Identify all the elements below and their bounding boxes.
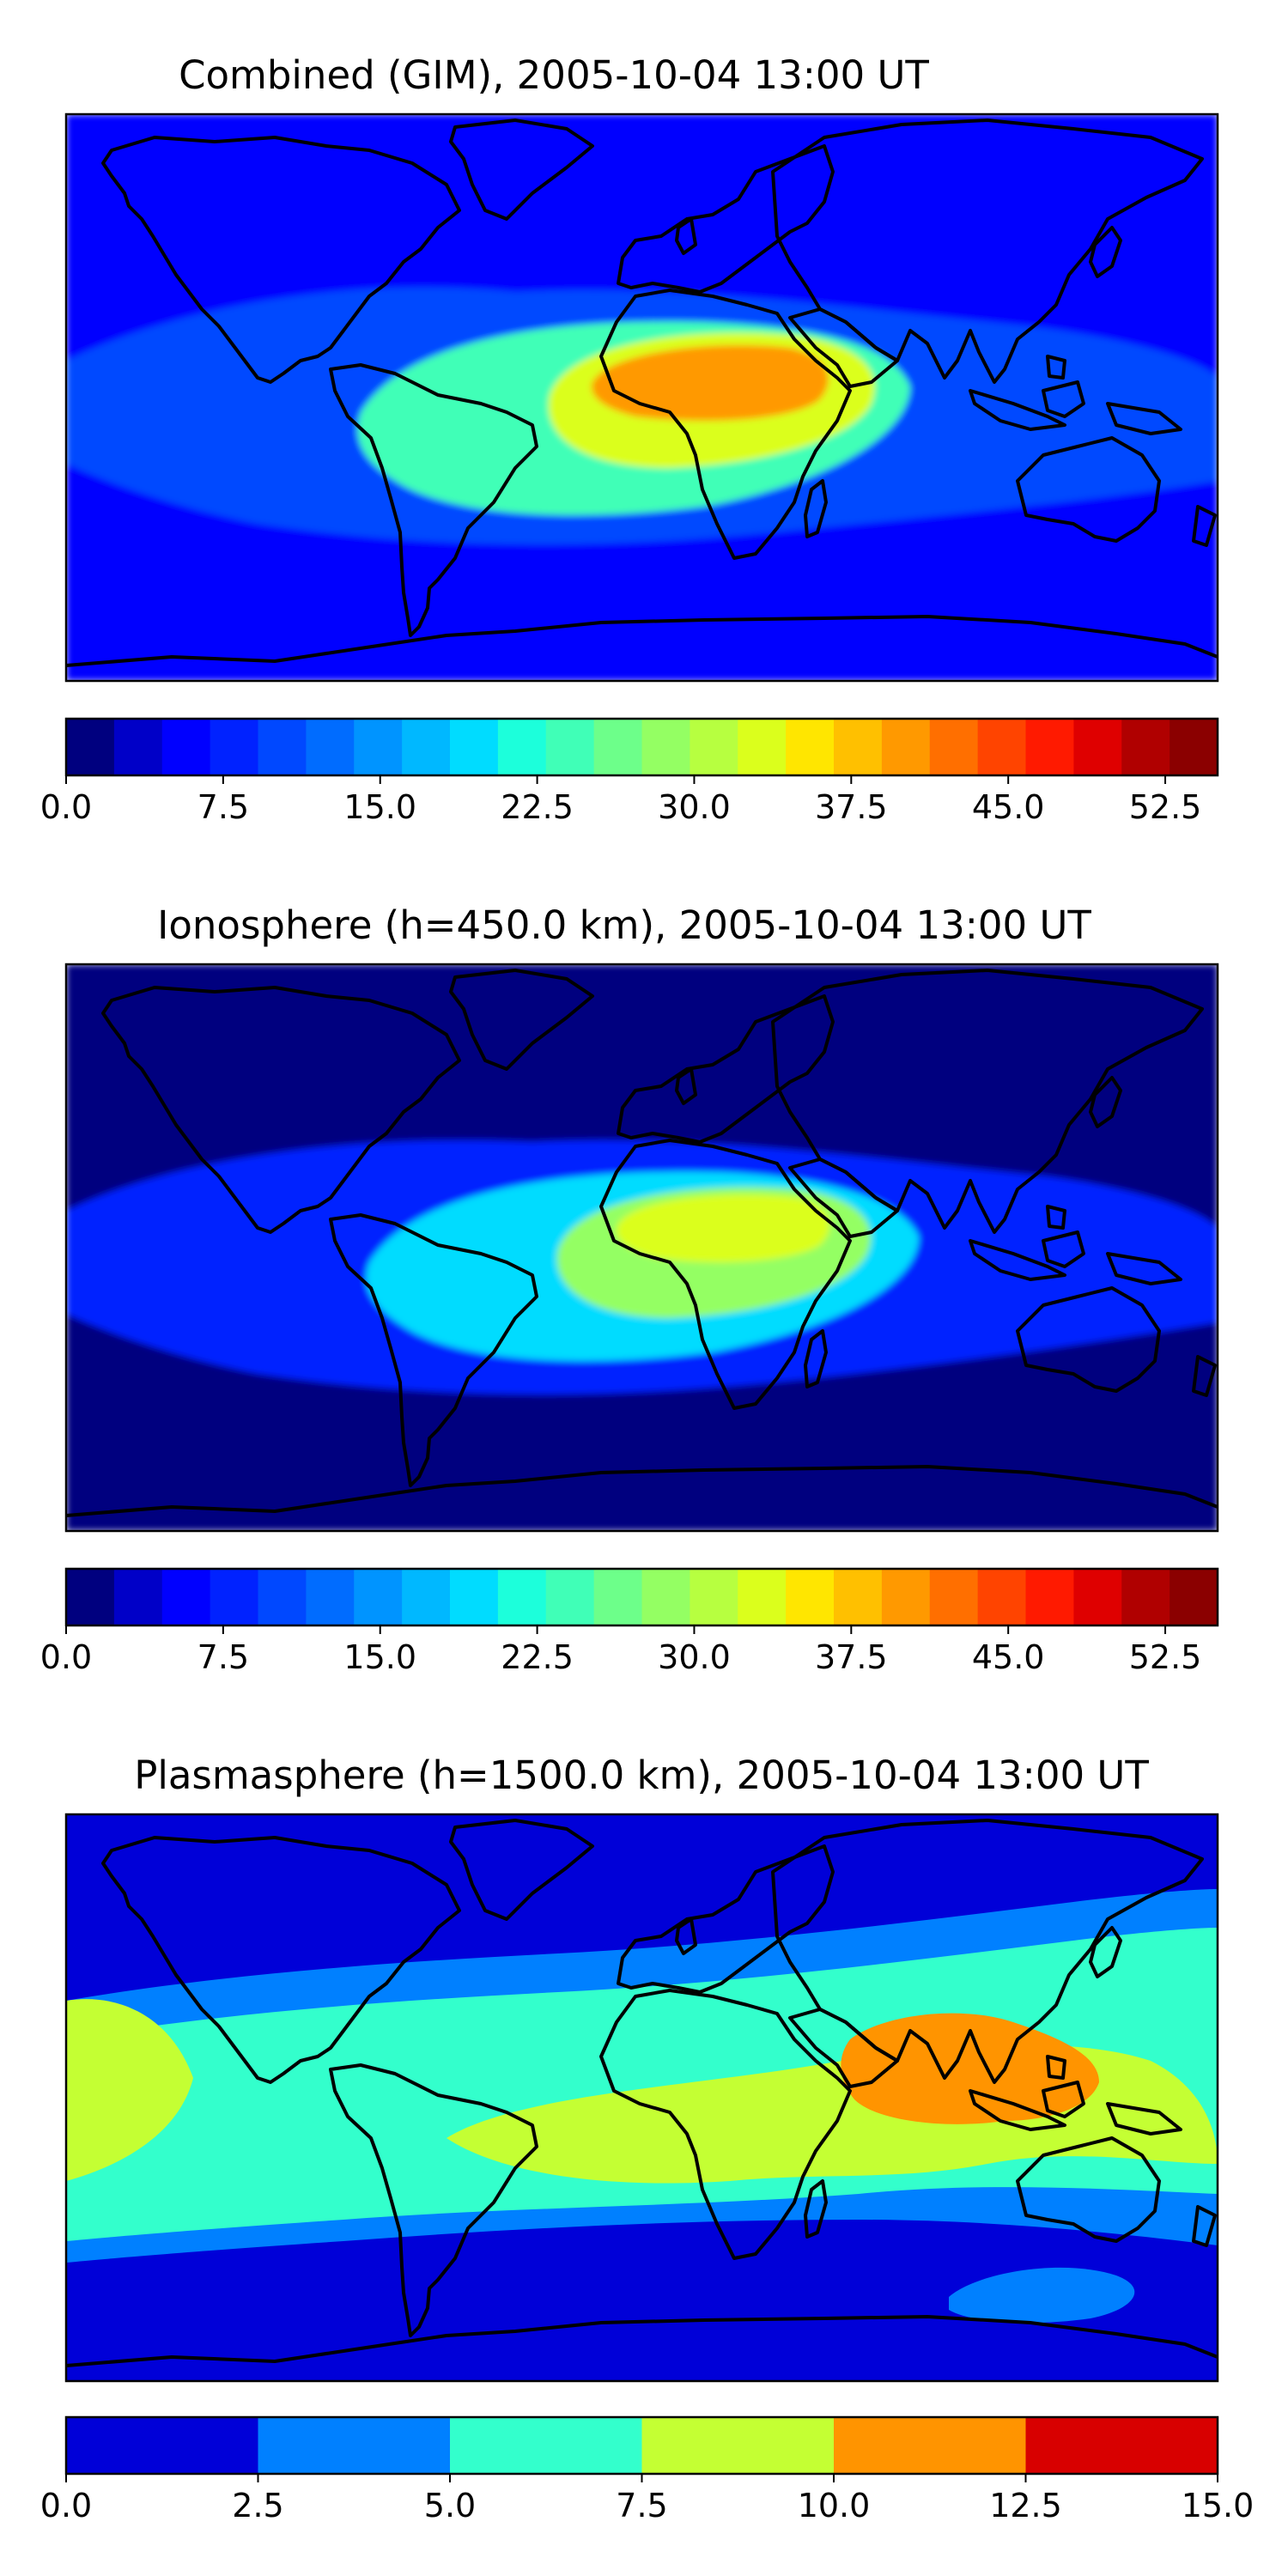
colorbar-segment [593,719,643,775]
colorbar-segment [738,719,787,775]
colorbar-segment [641,2417,835,2474]
colorbar-segment [66,1569,115,1625]
colorbar-segment [402,719,451,775]
colorbar-segment [690,1569,738,1625]
colorbar-segment [641,1569,690,1625]
chart-title-ionosphere: Ionosphere (h=450.0 km), 2005-10-04 13:0… [157,902,1091,948]
colorbar-segment [1121,719,1170,775]
colorbar-segment [929,1569,979,1625]
field-level-equatorial-max [66,1999,1218,2184]
colorbar-tick-label: 45.0 [972,788,1045,826]
colorbar-combined: 0.0 7.5 15.0 22.5 30.0 37.5 45.0 52.5 [40,717,1219,826]
colorbar-segment [738,1569,787,1625]
colorbar-tick-label: 15.0 [1182,2487,1255,2524]
colorbar-segment [66,2417,259,2474]
colorbar-tick-label: 15.0 [343,1638,416,1676]
colorbar-segment [161,719,211,775]
colorbar-tick-label: 52.5 [1129,1638,1202,1676]
colorbar-segment [1170,1569,1218,1625]
map-frame-combined [64,112,1219,683]
colorbar-tick-label: 0.0 [40,788,92,826]
map-frame-ionosphere [64,963,1219,1533]
colorbar-segment [834,2417,1027,2474]
colorbar-segment [834,1569,883,1625]
colorbar-segment [258,1569,307,1625]
colorbar-segment [258,719,307,775]
colorbar-segment [641,719,690,775]
colorbar-tick-label: 7.5 [197,788,249,826]
colorbar-segment [450,2417,643,2474]
panel-combined: Combined (GIM), 2005-10-04 13:00 UT 0.0 7… [40,52,1219,826]
colorbar-tick-label: 7.5 [197,1638,249,1676]
colorbar-segment [306,719,355,775]
colorbar-tick-label: 0.0 [40,1638,92,1676]
colorbar-segment [258,2417,451,2474]
colorbar-segment [210,1569,259,1625]
colorbar-tick-label: 30.0 [658,1638,731,1676]
colorbar-segment [354,1569,403,1625]
colorbar-segment [929,719,979,775]
map-frame-plasmasphere [64,1813,1219,2383]
colorbar-segment [402,1569,451,1625]
colorbar-segment [210,719,259,775]
colorbar-segment [881,1569,931,1625]
colorbar-segment [545,1569,595,1625]
panel-ionosphere: Ionosphere (h=450.0 km), 2005-10-04 13:0… [40,902,1219,1676]
colorbar-segment [786,719,835,775]
map-field-combined [66,114,1218,681]
field-level-sahel-peak [592,344,829,421]
colorbar-plasmasphere: 0.0 2.5 5.0 7.5 10.0 12.5 15.0 [40,2415,1255,2524]
colorbar-frame [64,1567,1219,1627]
colorbar-segment [1121,1569,1170,1625]
colorbar-segment [306,1569,355,1625]
colorbar-segment [1073,1569,1122,1625]
colorbar-tick-label: 22.5 [501,788,574,826]
colorbar-segment [545,719,595,775]
colorbar-segment [66,719,115,775]
colorbar-segment [450,719,499,775]
colorbar-tick-label: 7.5 [616,2487,667,2524]
field-level-south-pacific-patch [949,2267,1135,2324]
colorbar-tick-label: 0.0 [40,2487,92,2524]
colorbar-segment [450,1569,499,1625]
colorbar-segment [1025,719,1074,775]
colorbar-segment [497,719,547,775]
colorbar-segment [1025,2417,1218,2474]
colorbar-segment [977,1569,1027,1625]
panel-plasmasphere: Plasmasphere (h=1500.0 km), 2005-10-04 1… [40,1753,1255,2524]
colorbar-segment [497,1569,547,1625]
colorbar-segment [786,1569,835,1625]
colorbar-frame [64,717,1219,777]
colorbar-tick-label: 45.0 [972,1638,1045,1676]
colorbar-tick-label: 15.0 [343,788,416,826]
colorbar-segment [690,719,738,775]
colorbar-segment [1170,719,1218,775]
map-field-plasmasphere [66,1814,1218,2381]
chart-title-combined: Combined (GIM), 2005-10-04 13:00 UT [179,52,929,98]
colorbar-tick-label: 30.0 [658,788,731,826]
colorbar-tick-label: 2.5 [232,2487,283,2524]
colorbar-tick-label: 10.0 [798,2487,871,2524]
colorbar-tick-label: 52.5 [1129,788,1202,826]
field-level-north-africa-peak [616,1194,830,1262]
colorbar-segment [113,719,163,775]
colorbar-segment [881,719,931,775]
colorbar-segment [354,719,403,775]
colorbar-segment [834,719,883,775]
colorbar-tick-label: 37.5 [815,788,888,826]
colorbar-tick-label: 22.5 [501,1638,574,1676]
colorbar-segment [1025,1569,1074,1625]
colorbar-tick-label: 37.5 [815,1638,888,1676]
colorbar-segment [161,1569,211,1625]
colorbar-segment [977,719,1027,775]
colorbar-tick-label: 5.0 [424,2487,476,2524]
chart-title-plasmasphere: Plasmasphere (h=1500.0 km), 2005-10-04 1… [134,1753,1149,1798]
colorbar-tick-label: 12.5 [989,2487,1062,2524]
colorbar-ionosphere: 0.0 7.5 15.0 22.5 30.0 37.5 45.0 52.5 [40,1567,1219,1676]
map-field-ionosphere [66,964,1218,1531]
colorbar-segment [593,1569,643,1625]
colorbar-segment [113,1569,163,1625]
colorbar-segment [1073,719,1122,775]
